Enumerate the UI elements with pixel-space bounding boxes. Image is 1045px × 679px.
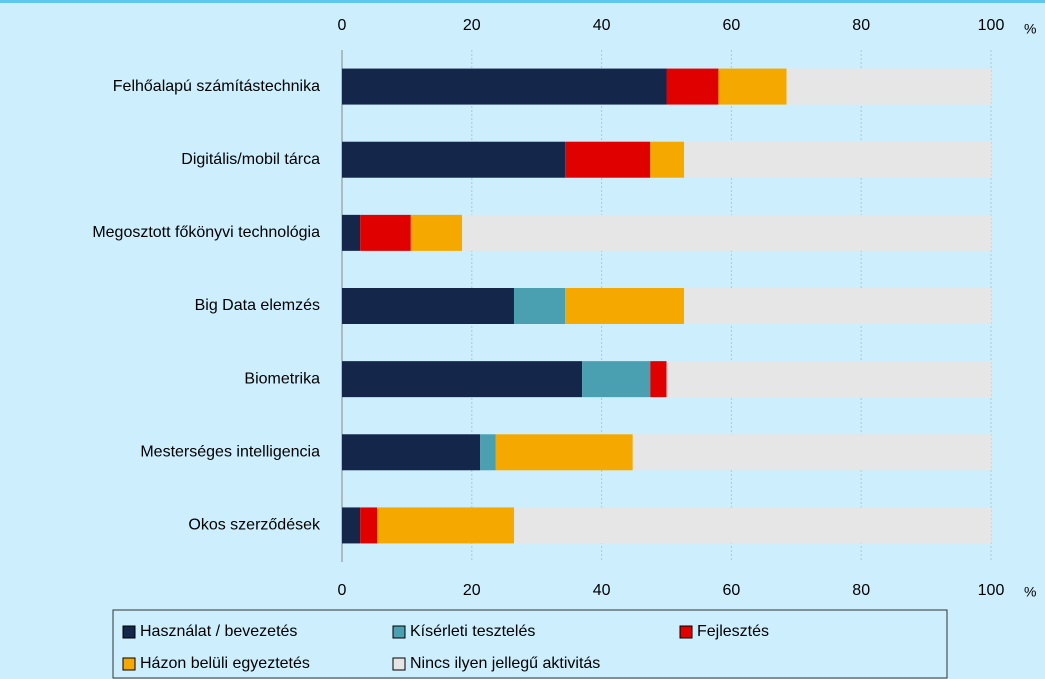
y-tick-label: Felhőalapú számítástechnika xyxy=(113,78,320,95)
legend-label: Használat / bevezetés xyxy=(140,623,297,640)
legend-swatch xyxy=(122,625,136,639)
x-tick-label-top: 0 xyxy=(338,17,347,34)
bar-segment xyxy=(342,68,667,105)
x-tick-label-bottom: 20 xyxy=(463,582,481,599)
x-tick-label-top: 60 xyxy=(723,17,741,34)
bar-segment xyxy=(360,507,378,544)
y-tick-label: Big Data elemzés xyxy=(195,297,320,314)
y-tick-label: Megosztott főkönyvi technológia xyxy=(92,224,320,241)
bar-segment xyxy=(377,507,514,544)
legend-box xyxy=(112,609,948,679)
y-tick-label: Biometrika xyxy=(244,370,320,387)
top-border xyxy=(0,0,1045,3)
bar-segment xyxy=(650,141,685,178)
bar-segment xyxy=(410,214,463,251)
y-tick-label: Mesterséges intelligencia xyxy=(140,444,320,461)
legend-swatch xyxy=(392,625,406,639)
legend-label: Nincs ilyen jellegű aktivitás xyxy=(410,655,600,672)
bar-segment xyxy=(786,68,991,105)
bar-segment xyxy=(718,68,787,105)
y-tick-label: Digitális/mobil tárca xyxy=(181,151,320,168)
bar-segment xyxy=(342,214,361,251)
bar-segment xyxy=(513,288,566,324)
x-tick-label-bottom: 100 xyxy=(978,582,1005,599)
bar-segment xyxy=(684,141,991,178)
bar-segment xyxy=(480,434,496,471)
unit-label-bottom: % xyxy=(1024,584,1036,600)
x-tick-label-bottom: 40 xyxy=(593,582,611,599)
bar-segment xyxy=(666,361,991,398)
legend-swatch xyxy=(122,657,136,671)
bar-segment xyxy=(513,507,991,544)
bar-segment xyxy=(565,141,651,178)
legend-label: Kísérleti tesztelés xyxy=(410,623,535,640)
bar-segment xyxy=(684,288,991,324)
bar-segment xyxy=(342,507,361,544)
bar-segment xyxy=(632,434,991,471)
bar-segment xyxy=(650,361,667,398)
bar-segment xyxy=(462,214,991,251)
bar-segment xyxy=(582,361,651,398)
bar-segment xyxy=(342,141,566,178)
bar-segment xyxy=(666,68,719,105)
x-tick-label-bottom: 0 xyxy=(338,582,347,599)
x-tick-label-bottom: 60 xyxy=(723,582,741,599)
x-tick-label-bottom: 80 xyxy=(852,582,870,599)
x-tick-label-top: 40 xyxy=(593,17,611,34)
legend-label: Házon belüli egyeztetés xyxy=(140,655,310,672)
legend-label: Fejlesztés xyxy=(697,623,769,640)
x-tick-label-top: 100 xyxy=(978,17,1005,34)
bar-segment xyxy=(342,288,514,324)
bar-segment xyxy=(342,361,583,398)
legend-swatch xyxy=(679,625,693,639)
x-tick-label-top: 80 xyxy=(852,17,870,34)
y-tick-label: Okos szerződések xyxy=(188,517,321,534)
bar-segment xyxy=(495,434,633,471)
bar-segment xyxy=(342,434,481,471)
x-tick-label-top: 20 xyxy=(463,17,481,34)
bar-segment xyxy=(565,288,685,324)
unit-label-top: % xyxy=(1024,21,1036,37)
legend-swatch xyxy=(392,657,406,671)
bar-segment xyxy=(360,214,411,251)
